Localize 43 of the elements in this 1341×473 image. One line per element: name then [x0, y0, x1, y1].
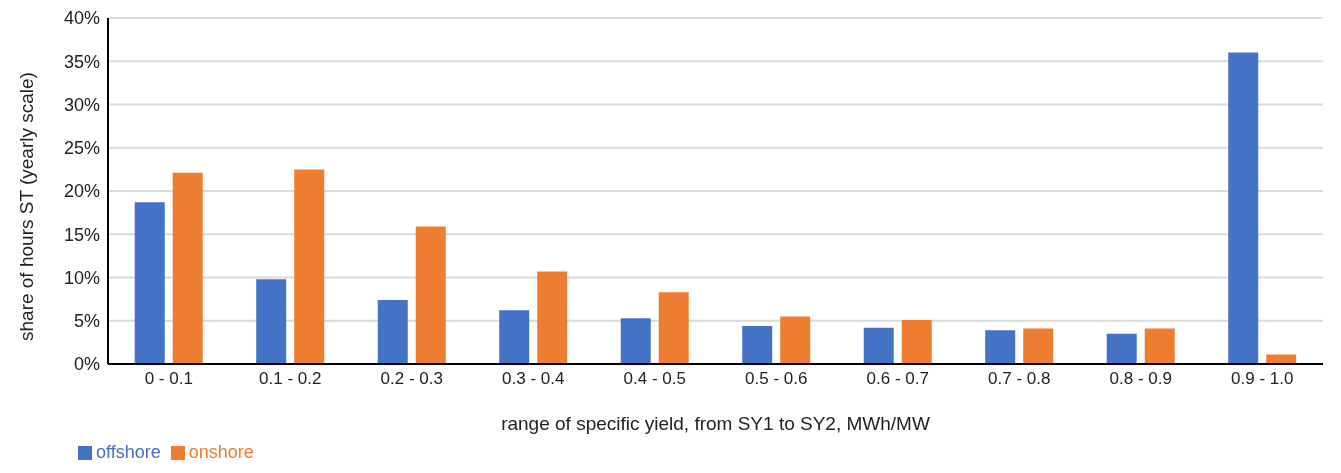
x-tick-label: 0.6 - 0.7	[866, 369, 929, 389]
y-tick-label: 10%	[63, 267, 100, 288]
x-tick-label: 0.2 - 0.3	[380, 369, 443, 389]
bar	[742, 325, 773, 364]
bar	[134, 202, 165, 364]
y-tick-label: 35%	[63, 51, 100, 72]
y-tick-label: 15%	[63, 224, 100, 245]
bar	[901, 319, 932, 364]
bar	[620, 318, 651, 364]
x-tick-label: 0.5 - 0.6	[745, 369, 808, 389]
x-tick-label: 0.1 - 0.2	[259, 369, 322, 389]
x-tick-label: 0.7 - 0.8	[988, 369, 1051, 389]
y-tick-label: 40%	[63, 8, 100, 29]
bar	[415, 226, 446, 364]
y-tick-label: 0%	[73, 354, 100, 375]
bar	[658, 292, 689, 364]
bar	[863, 327, 894, 364]
x-axis-title: range of specific yield, from SY1 to SY2, MWh/MW	[501, 413, 930, 434]
x-tick-label: 0.3 - 0.4	[502, 369, 565, 389]
bar	[294, 169, 325, 364]
y-tick-label: 25%	[63, 138, 100, 159]
bar	[499, 310, 530, 364]
x-tick-label: 0.4 - 0.5	[623, 369, 686, 389]
x-tick-label: 0.9 - 1.0	[1231, 369, 1294, 389]
y-tick-label: 30%	[63, 94, 100, 115]
x-tick-label: 0 - 0.1	[144, 369, 193, 389]
bar	[1228, 52, 1259, 364]
bar	[780, 316, 811, 364]
bar	[256, 279, 287, 364]
y-axis-title: share of hours ST (yearly scale)	[15, 72, 37, 341]
bar	[1023, 328, 1054, 364]
bar	[1144, 328, 1175, 364]
bar	[985, 330, 1016, 364]
bar	[172, 172, 203, 364]
x-tick-label: 0.8 - 0.9	[1109, 369, 1172, 389]
bar	[537, 271, 568, 364]
bar	[1266, 354, 1297, 364]
bar	[1106, 333, 1137, 364]
bar	[377, 299, 408, 364]
y-tick-label: 5%	[73, 311, 100, 332]
legend-label: onshore	[188, 442, 254, 462]
legend-label: offshore	[96, 442, 161, 462]
y-tick-label: 20%	[63, 181, 100, 202]
